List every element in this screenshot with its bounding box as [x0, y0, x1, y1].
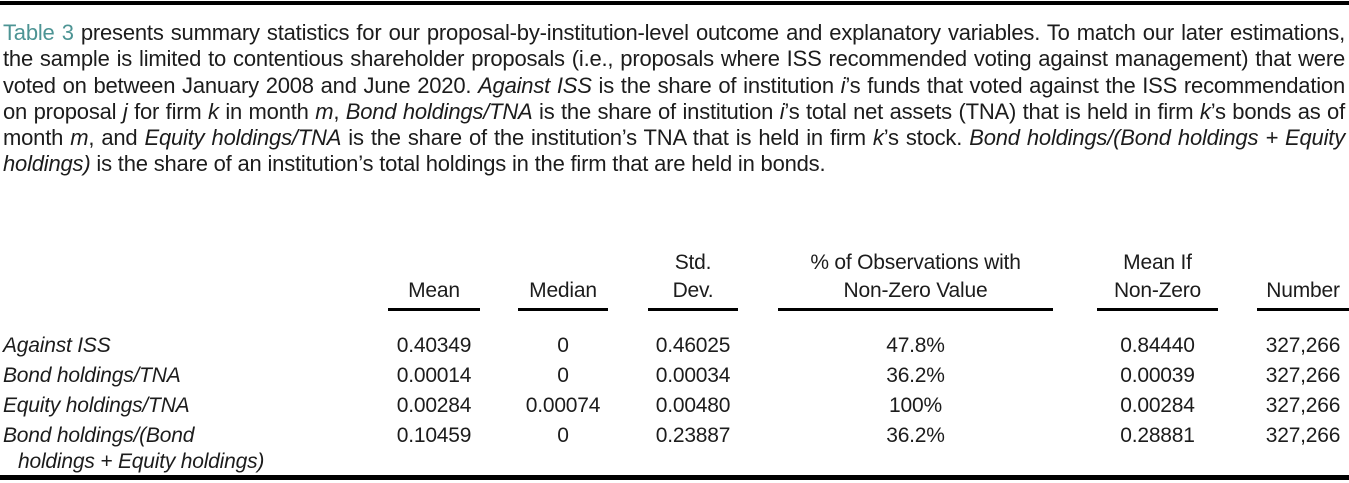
cell-mean: 0.40349 — [396, 334, 472, 357]
cell-std-dev: 0.46025 — [655, 334, 731, 357]
cell-mean: 0.00284 — [396, 394, 472, 417]
table-rows: Against ISS 0.40349 0 0.46025 47.8% 0.84440 32… — [0, 333, 1349, 475]
cell-number: 327,266 — [1265, 334, 1341, 357]
caption-text: presents summary statistics for our prop… — [3, 20, 1345, 98]
cell-pct-observations-nonzero: 36.2% — [886, 364, 945, 387]
variable-name: k — [872, 125, 884, 151]
bottom-rule — [0, 475, 1349, 480]
caption-text: is the share of the institution’s TNA th… — [341, 125, 873, 151]
table-row: Against ISS 0.40349 0 0.46025 47.8% 0.84440 32… — [0, 333, 1349, 359]
variable-name: k — [1199, 98, 1211, 124]
column-header-median: Median — [518, 277, 608, 311]
cell-mean: 0.00014 — [396, 364, 472, 387]
table-caption: Table 3 presents summary statistics for … — [0, 20, 1349, 205]
cell-mean: 0.10459 — [396, 424, 472, 447]
variable-name: j — [122, 98, 128, 124]
table-row: Bond holdings/(Bond holdings + Equity hol… — [0, 423, 1349, 475]
variable-name: m — [70, 125, 89, 151]
table-row: Equity holdings/TNA 0.00284 0.00074 0.00480… — [0, 393, 1349, 419]
cell-mean-if-nonzero: 0.84440 — [1120, 334, 1195, 357]
variable-name: m — [315, 98, 334, 124]
cell-std-dev: 0.00480 — [655, 394, 731, 417]
cell-median: 0 — [557, 424, 569, 447]
cell-std-dev: 0.00034 — [655, 364, 731, 387]
summary-statistics-table: Mean Median Std. Dev. % of Observations with… — [0, 249, 1349, 475]
variable-name: Bond holdings/TNA — [345, 98, 533, 124]
cell-median: 0.00074 — [525, 394, 601, 417]
cell-pct-observations-nonzero: 100% — [889, 394, 942, 417]
row-label: Bond holdings/TNA — [3, 364, 181, 387]
cell-number: 327,266 — [1265, 394, 1341, 417]
caption-text: ’s stock. — [883, 125, 970, 151]
row-label: Equity holdings/TNA — [3, 394, 190, 417]
variable-name: Bond holdings/(Bond holdings + Equity ho… — [3, 125, 1345, 177]
column-header-number: Number — [1257, 277, 1349, 311]
variable-name: i — [840, 72, 846, 98]
column-header-mean-if-nonzero: Mean If Non-Zero — [1097, 249, 1218, 311]
cell-mean-if-nonzero: 0.00284 — [1120, 394, 1195, 417]
caption-text: for firm — [127, 98, 209, 124]
cell-pct-observations-nonzero: 36.2% — [886, 424, 945, 447]
caption-text: is the share of institution — [591, 72, 841, 98]
row-label: Against ISS — [3, 334, 111, 357]
cell-std-dev: 0.23887 — [655, 424, 731, 447]
caption-text: in month — [218, 98, 316, 124]
cell-number: 327,266 — [1265, 364, 1341, 387]
caption-text: ’s total net assets (TNA) that is held i… — [784, 98, 1200, 124]
variable-name: k — [208, 98, 219, 124]
table-row: Bond holdings/TNA 0.00014 0 0.00034 36.2% 0.0… — [0, 363, 1349, 389]
table-header-row: Mean Median Std. Dev. % of Observations with… — [0, 249, 1349, 311]
caption-text: is the share of an institution’s total h… — [90, 151, 826, 177]
caption-text: ’s funds that voted against the ISS reco… — [3, 72, 1345, 124]
cell-number: 327,266 — [1265, 424, 1341, 447]
cell-median: 0 — [557, 364, 569, 387]
variable-name: Equity holdings/TNA — [144, 125, 342, 151]
cell-median: 0 — [557, 334, 569, 357]
cell-mean-if-nonzero: 0.28881 — [1120, 424, 1195, 447]
top-rule — [0, 1, 1349, 5]
caption-text: , — [333, 98, 346, 124]
variable-name: Against ISS — [478, 72, 592, 98]
column-header-std-dev: Std. Dev. — [648, 249, 738, 311]
column-header-mean: Mean — [388, 277, 480, 311]
caption-text: , and — [88, 125, 145, 151]
cell-pct-observations-nonzero: 47.8% — [886, 334, 945, 357]
row-label: Bond holdings/(Bond holdings + Equity hol… — [3, 424, 265, 473]
table-3-reference[interactable]: Table 3 — [3, 20, 74, 45]
caption-text: ’s bonds as of month — [3, 98, 1346, 151]
caption-text: is the share of institution — [532, 98, 780, 124]
variable-name: i — [779, 98, 785, 124]
column-header-pct-observations-nonzero: % of Observations with Non-Zero Value — [778, 249, 1053, 311]
cell-mean-if-nonzero: 0.00039 — [1120, 364, 1195, 387]
